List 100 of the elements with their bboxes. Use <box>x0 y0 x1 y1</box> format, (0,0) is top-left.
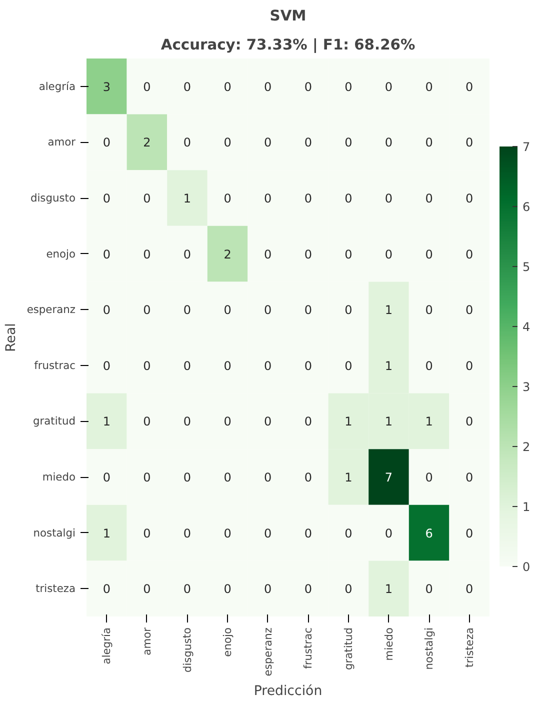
data-label: 0 <box>304 414 312 429</box>
data-label: 0 <box>425 358 433 373</box>
data-label: 0 <box>304 526 312 540</box>
y-axis-title: Real <box>4 323 19 352</box>
data-label: 0 <box>143 526 151 540</box>
x-tick-label: amor <box>140 626 154 656</box>
data-label: 0 <box>143 414 151 429</box>
data-label: 0 <box>425 80 433 94</box>
chart-title: SVM <box>270 8 306 24</box>
data-label: 0 <box>102 247 110 262</box>
y-tick-label: tristeza <box>36 582 76 596</box>
x-axis-title: Predicción <box>254 684 322 700</box>
data-label: 1 <box>183 192 192 206</box>
data-label: 0 <box>102 136 110 150</box>
color-bar-label: 3 <box>522 380 530 394</box>
y-tick-label: alegría <box>38 80 76 93</box>
data-label: 0 <box>102 470 110 484</box>
data-label: 0 <box>466 303 474 318</box>
data-label: 0 <box>264 526 272 540</box>
data-label: 0 <box>384 136 393 150</box>
data-label: 0 <box>143 358 151 373</box>
y-tick-label: nostalgi <box>33 526 76 540</box>
data-label: 0 <box>425 247 433 262</box>
y-tick-label: disgusto <box>30 192 76 204</box>
data-label: 0 <box>466 358 474 373</box>
data-label: 1 <box>425 414 433 429</box>
data-label: 0 <box>466 414 474 429</box>
color-bar-label: 2 <box>522 440 530 454</box>
y-tick-label: gratitud <box>32 414 76 428</box>
chart-subtitle: Accuracy: 73.33% | F1: 68.26% <box>160 36 416 54</box>
data-label: 0 <box>224 582 232 596</box>
y-tick-label: amor <box>48 136 76 149</box>
data-label: 2 <box>143 136 151 150</box>
data-label: 1 <box>384 582 393 596</box>
data-label: 0 <box>344 526 352 540</box>
x-tick-label: disgusto <box>180 628 194 673</box>
data-label: 0 <box>224 136 232 150</box>
data-label: 0 <box>425 582 433 596</box>
data-label: 0 <box>183 136 192 150</box>
data-label: 0 <box>183 414 192 429</box>
data-label: 0 <box>384 526 393 540</box>
data-label: 0 <box>264 358 272 373</box>
data-label: 7 <box>384 470 393 484</box>
data-label: 0 <box>143 303 151 318</box>
x-tick-label: gratitud <box>342 627 355 670</box>
data-label: 0 <box>183 358 192 373</box>
data-label: 0 <box>143 470 151 484</box>
data-label: 0 <box>344 80 352 94</box>
x-tick-label: esperanz <box>261 627 274 676</box>
data-label: 0 <box>143 247 151 262</box>
x-tick-label: alegría <box>100 627 114 664</box>
data-label: 0 <box>304 303 312 318</box>
y-tick-label: esperanz <box>26 303 76 316</box>
data-label: 2 <box>224 247 232 262</box>
x-tick-label: miedo <box>382 627 396 661</box>
data-label: 0 <box>304 80 312 94</box>
data-label: 0 <box>344 303 352 318</box>
data-label: 0 <box>102 358 110 373</box>
data-label: 0 <box>425 470 433 484</box>
data-label: 1 <box>344 470 352 484</box>
data-label: 0 <box>224 414 232 429</box>
data-label: 0 <box>264 414 272 429</box>
data-label: 0 <box>466 136 474 150</box>
data-label: 0 <box>183 526 192 540</box>
data-label: 0 <box>143 80 151 94</box>
data-label: 6 <box>425 526 433 540</box>
data-label: 0 <box>224 358 232 373</box>
x-tick-label: enojo <box>221 627 234 657</box>
x-tick-label: tristeza <box>462 627 476 668</box>
data-label: 0 <box>224 192 232 206</box>
data-label: 0 <box>264 582 272 596</box>
data-label: 0 <box>384 80 393 94</box>
data-label: 0 <box>466 526 474 540</box>
y-tick-label: miedo <box>42 470 76 484</box>
data-label: 0 <box>344 192 352 206</box>
data-label: 0 <box>466 192 474 206</box>
data-label: 0 <box>183 470 192 484</box>
color-bar-label: 7 <box>522 140 530 154</box>
data-label: 0 <box>224 470 232 484</box>
data-label: 0 <box>466 582 474 596</box>
data-label: 0 <box>304 582 312 596</box>
color-bar-label: 0 <box>522 560 530 574</box>
color-bar-label: 5 <box>522 260 530 274</box>
data-label: 0 <box>102 192 110 206</box>
data-label: 0 <box>466 247 474 262</box>
data-label: 0 <box>264 247 272 262</box>
y-tick-label: enojo <box>46 247 76 260</box>
data-label: 1 <box>344 414 352 429</box>
data-label: 0 <box>304 470 312 484</box>
data-label: 0 <box>425 303 433 318</box>
data-label: 0 <box>102 582 110 596</box>
data-label: 0 <box>224 303 232 318</box>
data-label: 0 <box>344 358 352 373</box>
data-label: 0 <box>183 247 192 262</box>
color-bar-label: 6 <box>522 200 530 214</box>
data-label: 0 <box>344 247 352 262</box>
data-label: 0 <box>466 80 474 94</box>
data-label: 0 <box>304 358 312 373</box>
data-label: 1 <box>102 526 110 540</box>
data-label: 0 <box>264 80 272 94</box>
